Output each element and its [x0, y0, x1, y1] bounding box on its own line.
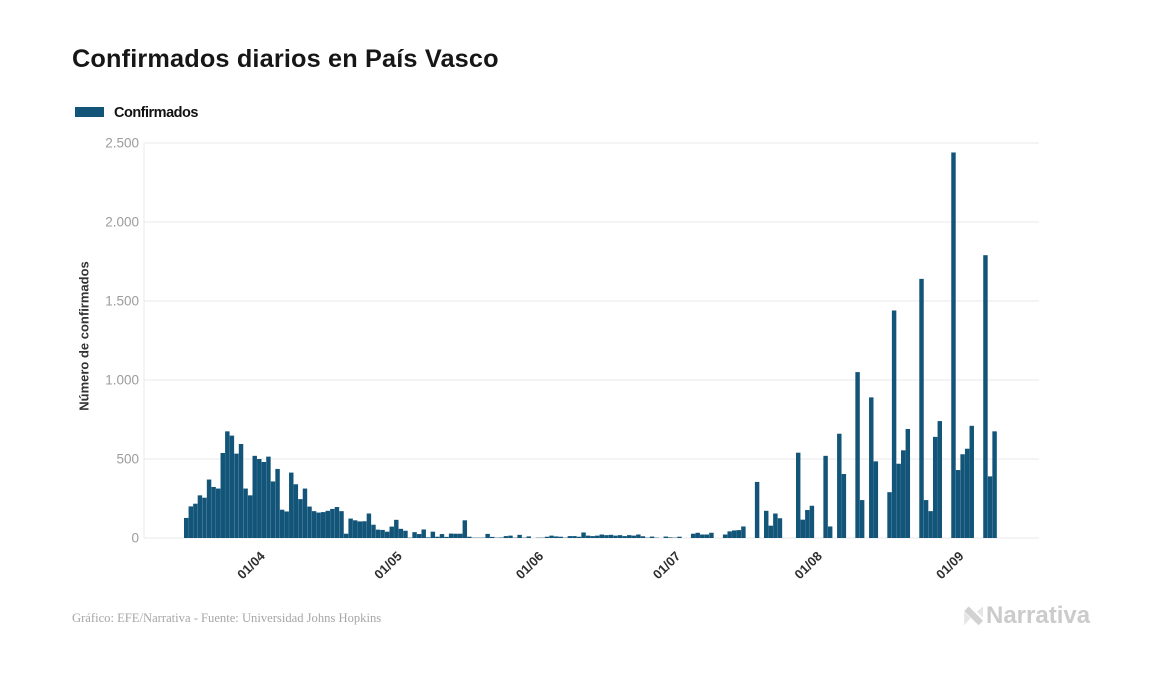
svg-text:01/05: 01/05	[371, 548, 405, 582]
svg-text:2.000: 2.000	[105, 215, 139, 230]
svg-text:Número de confirmados: Número de confirmados	[77, 261, 92, 411]
svg-text:500: 500	[116, 452, 139, 467]
svg-text:01/08: 01/08	[791, 548, 825, 582]
svg-text:01/09: 01/09	[933, 548, 967, 582]
svg-text:01/07: 01/07	[650, 548, 684, 582]
svg-text:1.000: 1.000	[105, 373, 139, 388]
svg-text:01/06: 01/06	[513, 548, 547, 582]
svg-text:01/04: 01/04	[234, 548, 268, 582]
svg-text:1.500: 1.500	[105, 294, 139, 309]
svg-text:0: 0	[131, 531, 139, 546]
svg-text:2.500: 2.500	[105, 136, 139, 151]
